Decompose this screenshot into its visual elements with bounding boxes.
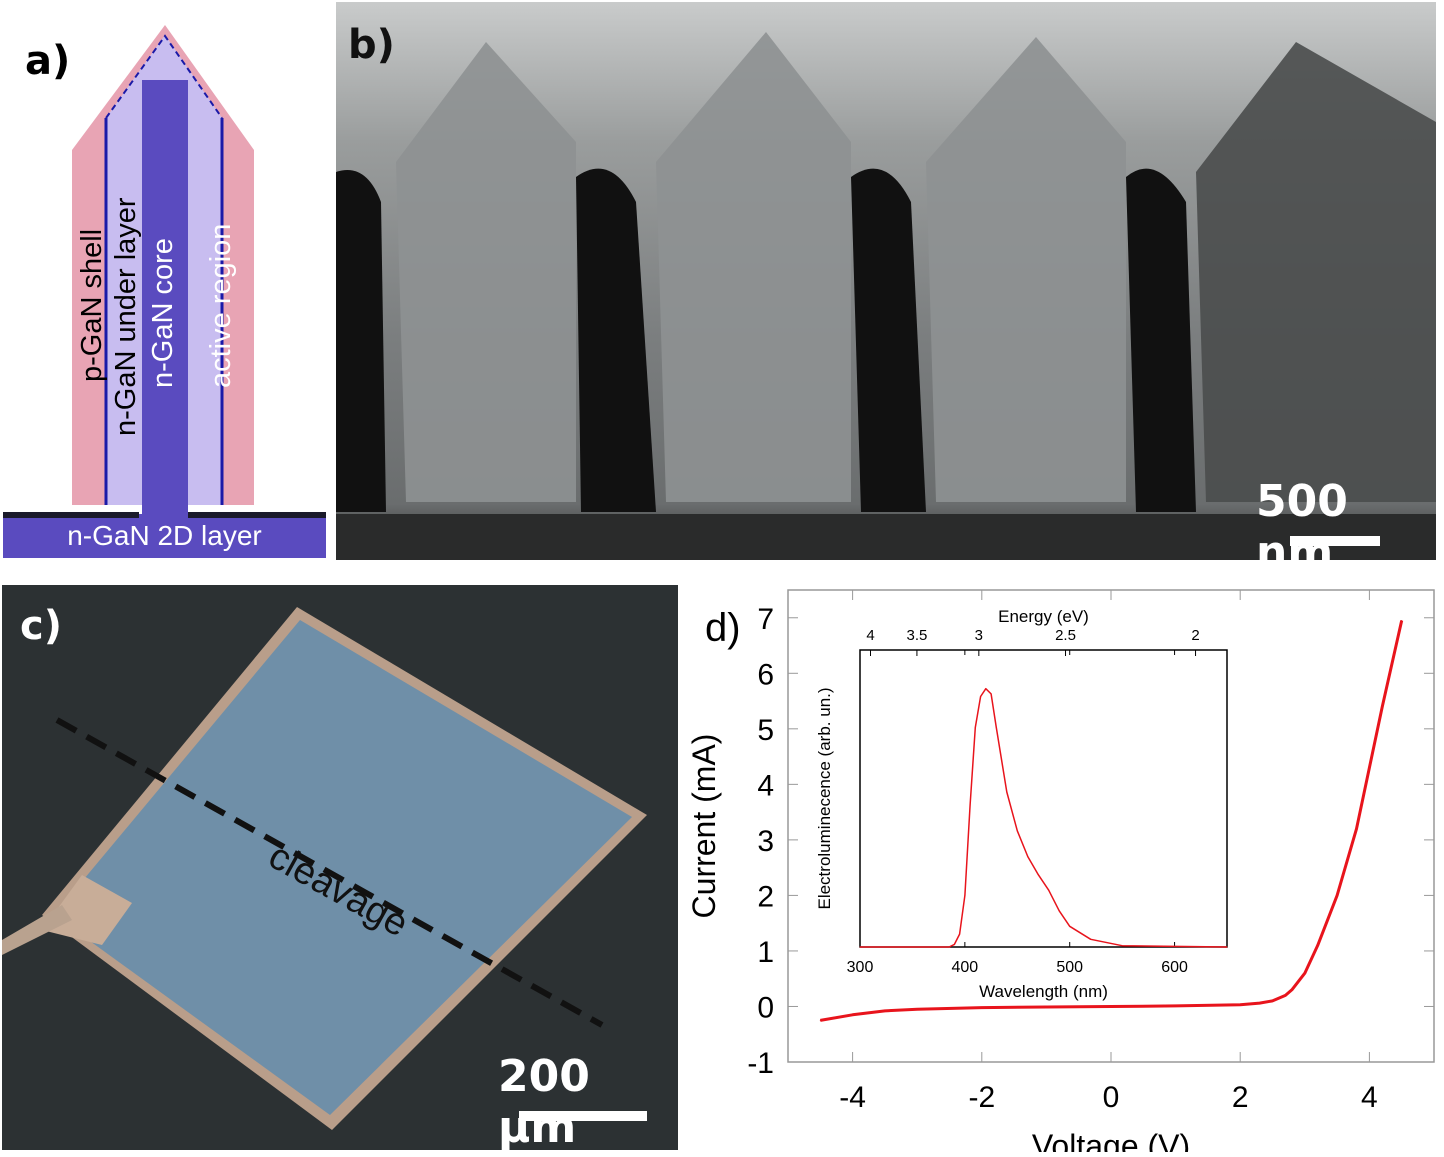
scale-bar-label-b: 500 nm [1256, 476, 1348, 560]
label-n-gan-core: n-GaN core [147, 238, 179, 388]
main-x-tick-label: 0 [1103, 1081, 1120, 1114]
main-data-point [1239, 1004, 1241, 1006]
inset-data-point [995, 726, 997, 728]
inset-x-tick-label: 400 [952, 959, 979, 976]
inset-top-tick-label: 2.5 [1055, 627, 1076, 644]
inset-data-point [1006, 791, 1008, 793]
main-data-point [1401, 620, 1403, 622]
main-data-point [1304, 972, 1306, 974]
label-active-region: active region [205, 223, 237, 388]
main-data-point [884, 1010, 886, 1012]
panel-label-b: b) [348, 22, 395, 68]
main-data-point [1368, 767, 1370, 769]
contact-wire [2, 905, 72, 955]
label-n-gan-under-layer: n-GaN under layer [110, 197, 142, 436]
inset-data-point [1016, 830, 1018, 832]
inset-axes-frame [859, 649, 1228, 948]
inset-top-tick-label: 2 [1191, 627, 1199, 644]
panel-label-c: c) [20, 603, 62, 649]
inset-data-point [1058, 910, 1060, 912]
inset-data-point [948, 946, 950, 948]
main-data-line [820, 620, 1404, 1022]
main-y-tick-label: 1 [757, 936, 774, 969]
inset-top-tick-label: 3.5 [906, 627, 927, 644]
inset-data-point [964, 894, 966, 896]
inset-top-tick-label: 3 [975, 627, 983, 644]
sem-nanowires-image [336, 32, 1436, 560]
main-data-point [1259, 1002, 1261, 1004]
main-data-point [1284, 994, 1286, 996]
active-region-dashed-top [105, 34, 223, 119]
inset-data-point [974, 726, 976, 728]
inset-top-axis-label: Energy (eV) [998, 607, 1089, 626]
main-data-point [1381, 706, 1383, 708]
inset-data-point [1226, 946, 1228, 948]
main-y-tick-label: 7 [757, 603, 774, 636]
inset-data-point [980, 695, 982, 697]
label-n-gan-2d-layer: n-GaN 2D layer [67, 520, 262, 551]
main-data-point [852, 1014, 854, 1016]
device-mesa [54, 620, 632, 1115]
inset-data-point [1069, 925, 1071, 927]
nanowire-schematic [3, 25, 326, 558]
main-data-point [981, 1007, 983, 1009]
main-x-axis-label: Voltage (V) [1032, 1128, 1190, 1152]
scale-bar-label-c: 200 µm [498, 1051, 590, 1150]
panel-a-schematic: a) p-GaN shell n-GaN under layer n-GaN c… [0, 0, 340, 570]
cleavage-line [55, 717, 604, 1028]
panel-d-chart: -4 -2 0 2 4 -1 0 1 2 3 4 5 6 7 Voltage (V) Current (mA)… [680, 580, 1444, 1157]
contact-pad [42, 875, 132, 945]
main-data-point [1317, 944, 1319, 946]
main-x-tick-label: 2 [1232, 1081, 1249, 1114]
main-data-point [1110, 1005, 1112, 1007]
inset-data-point [985, 688, 987, 690]
main-y-tick-label: 3 [757, 825, 774, 858]
main-data-point [1336, 894, 1338, 896]
panel-c-sem-image: c) cleavage 200 µm [2, 585, 678, 1150]
inset-x-tick-label: 500 [1056, 959, 1083, 976]
inset-x-tick-label: 600 [1161, 959, 1188, 976]
inset-data-point [859, 946, 861, 948]
n-gan-2d-layer-shape [3, 514, 326, 558]
main-data-point [1355, 828, 1357, 830]
main-data-point [819, 1019, 821, 1021]
main-y-tick-label: 2 [757, 880, 774, 913]
main-y-axis-label: Current (mA) [686, 734, 722, 919]
inset-top-tick-label: 4 [866, 627, 874, 644]
scale-bar-b [1290, 536, 1380, 546]
main-x-tick-label: -2 [968, 1081, 995, 1114]
inset-x-axis-label: Wavelength (nm) [979, 982, 1108, 1001]
iv-chart: -4 -2 0 2 4 -1 0 1 2 3 4 5 6 7 Voltage (V) Current (mA)… [686, 589, 1435, 1157]
inset-data-point [1037, 874, 1039, 876]
inset-data-point [969, 804, 971, 806]
inset-data-point [1121, 945, 1123, 947]
inset-y-axis-label: Electroluminecence (arb. un.) [815, 687, 834, 909]
inset-data-point [1048, 889, 1050, 891]
device-sem-image [2, 607, 647, 1130]
inset-data-point [990, 693, 992, 695]
main-x-tick-label: 4 [1361, 1081, 1378, 1114]
panel-b-sem-image: b) 500 nm [336, 2, 1436, 560]
inset-data-point [959, 933, 961, 935]
main-data-point [1175, 1005, 1177, 1007]
label-p-gan-shell: p-GaN shell [76, 228, 108, 382]
panel-label-d: d) [705, 606, 741, 650]
main-data-point [1045, 1006, 1047, 1008]
main-y-tick-label: 4 [757, 769, 774, 802]
main-y-tick-label: -1 [747, 1047, 774, 1080]
inset-data-point [1027, 856, 1029, 858]
inset-data-point [953, 943, 955, 945]
panel-label-a: a) [25, 38, 71, 84]
inset-data-point [1090, 938, 1092, 940]
main-y-tick-label: 5 [757, 714, 774, 747]
n-gan-core-shape [142, 80, 188, 520]
main-y-tick-label: 0 [757, 991, 774, 1024]
main-y-tick-label: 6 [757, 658, 774, 691]
scale-bar-c [519, 1111, 647, 1121]
main-data-point [1272, 1000, 1273, 1002]
main-x-tick-label: -4 [839, 1081, 866, 1114]
inset-x-tick-label: 300 [847, 959, 874, 976]
main-data-point [1291, 989, 1293, 991]
main-data-point [916, 1008, 918, 1010]
